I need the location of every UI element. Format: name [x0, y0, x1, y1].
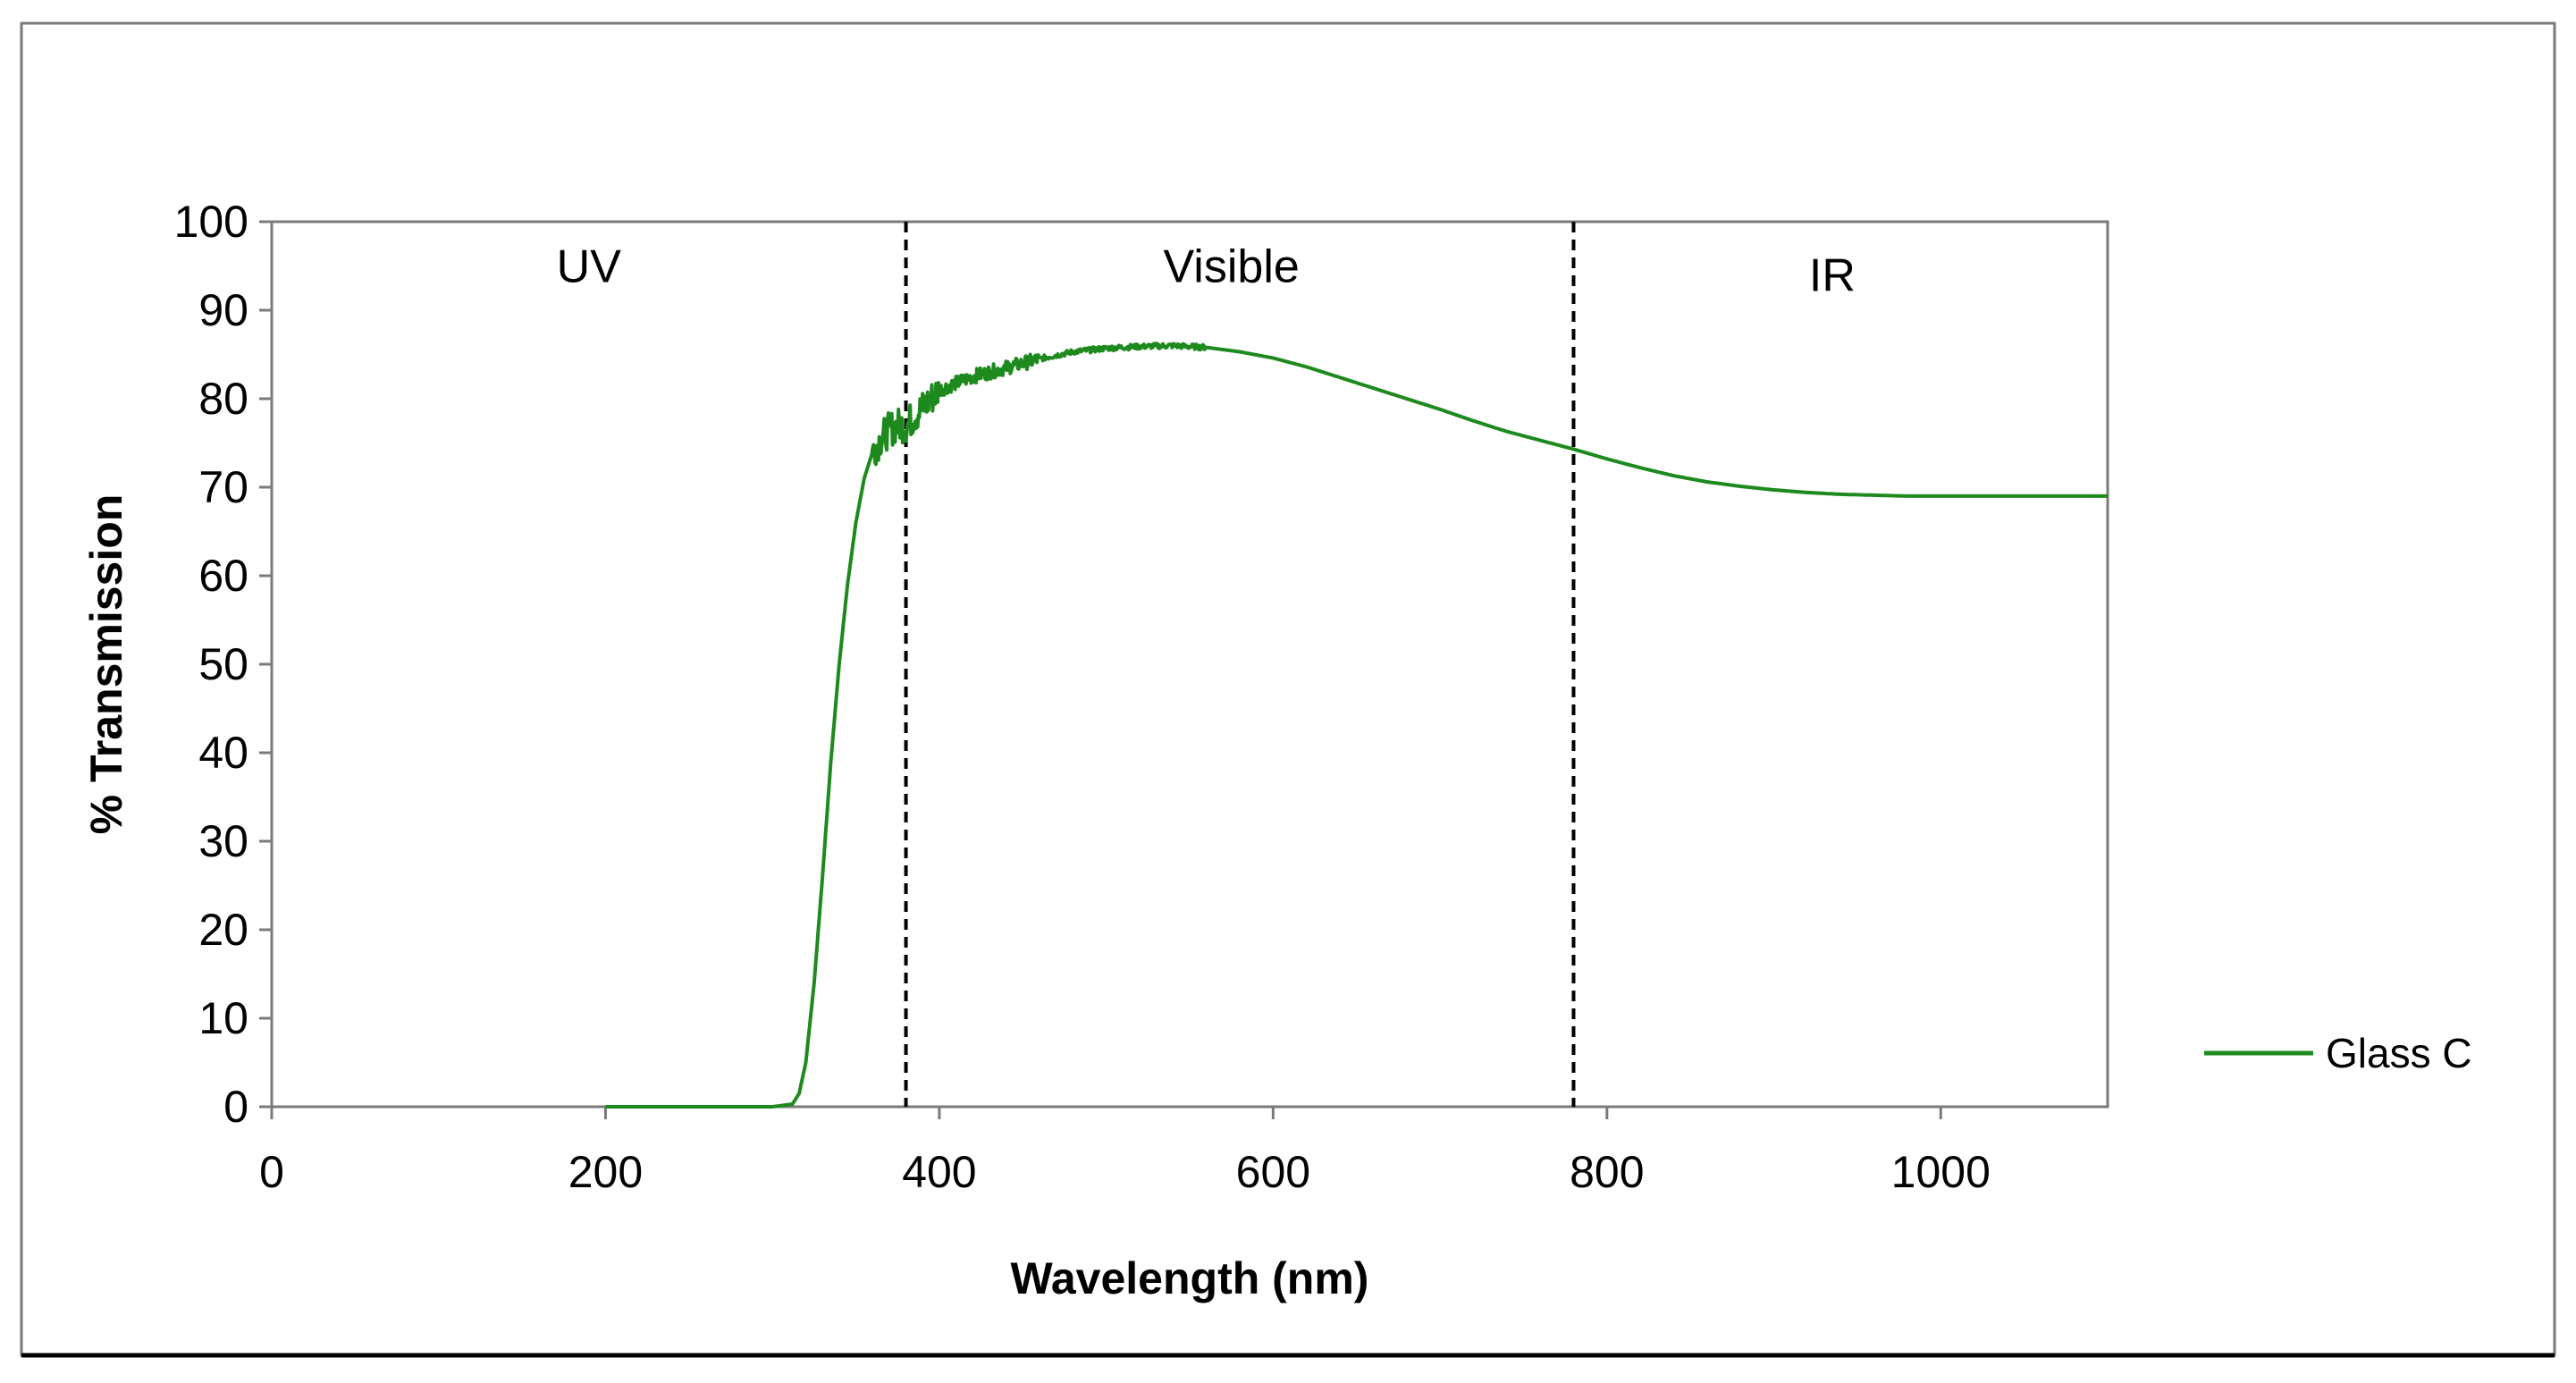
legend-label-glass-c: Glass C: [2326, 1030, 2472, 1076]
region-label-visible: Visible: [1164, 241, 1300, 293]
region-label-ir: IR: [1809, 249, 1856, 301]
y-axis: 0 10 20 30 40 50 60 70 80 90 100: [174, 197, 272, 1132]
legend: Glass C: [2204, 1030, 2472, 1076]
y-axis-title: % Transmission: [81, 494, 131, 835]
x-tick-label: 600: [1236, 1147, 1310, 1197]
y-tick-label: 90: [198, 285, 248, 335]
x-tick-label: 200: [568, 1147, 643, 1197]
y-tick-label: 70: [198, 462, 248, 512]
y-tick-label: 40: [198, 728, 248, 778]
y-tick-label: 80: [198, 374, 248, 424]
y-tick-label: 30: [198, 816, 248, 866]
x-tick-label: 0: [259, 1147, 284, 1197]
y-tick-label: 0: [223, 1082, 248, 1132]
x-axis: 0 200 400 600 800 1000: [259, 1107, 1991, 1197]
region-label-uv: UV: [557, 241, 622, 293]
x-tick-label: 400: [902, 1147, 976, 1197]
series-layer: [604, 342, 2109, 1109]
series-line-glass-c: [604, 342, 2109, 1109]
x-tick-label: 800: [1570, 1147, 1644, 1197]
y-tick-label: 20: [198, 905, 248, 955]
y-tick-label: 100: [174, 197, 248, 247]
region-labels: UV Visible IR: [557, 241, 1856, 302]
y-tick-label: 10: [198, 993, 248, 1043]
region-dividers: [904, 222, 1576, 1107]
x-axis-title: Wavelength (nm): [1011, 1253, 1369, 1303]
x-tick-label: 1000: [1891, 1147, 1991, 1197]
chart-border: [20, 21, 2556, 1357]
y-tick-label: 60: [198, 551, 248, 601]
y-tick-label: 50: [198, 639, 248, 689]
